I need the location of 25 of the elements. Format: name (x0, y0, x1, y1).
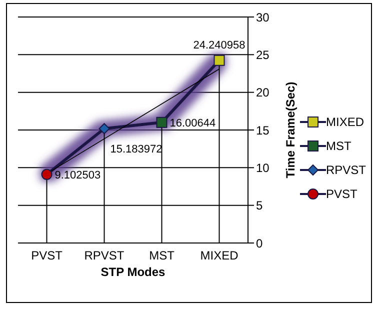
x-tick-label: RPVST (84, 248, 125, 263)
legend-label: MIXED (326, 115, 364, 129)
data-label: 24.240958 (193, 39, 246, 52)
y-tick-label: 0 (256, 236, 263, 250)
point (156, 116, 168, 128)
point (41, 168, 52, 180)
y-tick-label: 30 (256, 10, 270, 24)
x-tick-label: PVST (31, 248, 64, 263)
y-tick-label: 5 (256, 198, 263, 213)
data-label: 15.183972 (110, 144, 162, 156)
y-axis-title: Time Frame(Sec) (283, 82, 298, 178)
point (214, 54, 225, 66)
x-tick-label: MIXED (200, 248, 239, 263)
data-label: 16.00644 (170, 117, 216, 130)
y-tick-label: 25 (256, 48, 270, 62)
legend-label: RPVST (326, 163, 366, 177)
legend-label: PVST (326, 187, 358, 201)
y-tick-label: 20 (256, 86, 270, 100)
x-tick-label: MST (149, 248, 176, 263)
data-label: 9.102503 (54, 169, 101, 182)
y-tick-label: 15 (256, 123, 270, 138)
y-tick-label: 10 (256, 160, 270, 175)
point (98, 123, 110, 134)
legend-label: MST (326, 139, 352, 153)
x-axis-title: STP Modes (100, 265, 166, 279)
